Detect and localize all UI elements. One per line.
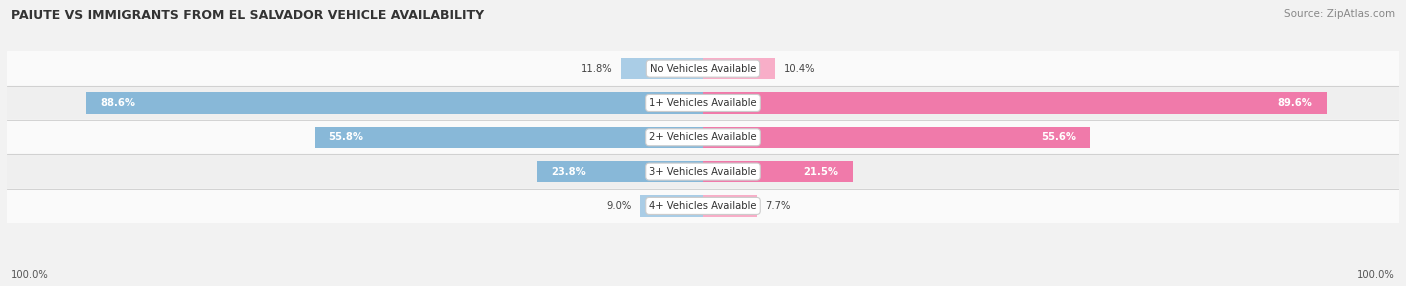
Text: 11.8%: 11.8% (581, 64, 613, 74)
Text: 89.6%: 89.6% (1278, 98, 1313, 108)
Bar (703, 58, 775, 79)
Text: 100.0%: 100.0% (1357, 270, 1395, 280)
Text: 4+ Vehicles Available: 4+ Vehicles Available (650, 201, 756, 211)
Bar (7, 120, 1399, 154)
Bar (7, 154, 1399, 189)
Bar (7, 189, 1399, 223)
Bar (7, 86, 1399, 120)
Bar (7, 51, 1399, 86)
Text: 88.6%: 88.6% (100, 98, 135, 108)
Text: 1+ Vehicles Available: 1+ Vehicles Available (650, 98, 756, 108)
Text: 3+ Vehicles Available: 3+ Vehicles Available (650, 167, 756, 176)
Bar (315, 127, 703, 148)
Bar (703, 161, 852, 182)
Text: Source: ZipAtlas.com: Source: ZipAtlas.com (1284, 9, 1395, 19)
Text: 100.0%: 100.0% (11, 270, 49, 280)
Text: PAIUTE VS IMMIGRANTS FROM EL SALVADOR VEHICLE AVAILABILITY: PAIUTE VS IMMIGRANTS FROM EL SALVADOR VE… (11, 9, 485, 21)
Bar (621, 58, 703, 79)
Text: 55.6%: 55.6% (1040, 132, 1076, 142)
Bar (703, 195, 756, 217)
Text: 9.0%: 9.0% (607, 201, 633, 211)
Text: 10.4%: 10.4% (783, 64, 815, 74)
Text: 23.8%: 23.8% (551, 167, 586, 176)
Bar (703, 127, 1090, 148)
Bar (640, 195, 703, 217)
Text: 7.7%: 7.7% (765, 201, 790, 211)
Text: 2+ Vehicles Available: 2+ Vehicles Available (650, 132, 756, 142)
Text: 55.8%: 55.8% (329, 132, 364, 142)
Bar (703, 92, 1327, 114)
Text: No Vehicles Available: No Vehicles Available (650, 64, 756, 74)
Bar (537, 161, 703, 182)
Text: 21.5%: 21.5% (804, 167, 839, 176)
Bar (86, 92, 703, 114)
